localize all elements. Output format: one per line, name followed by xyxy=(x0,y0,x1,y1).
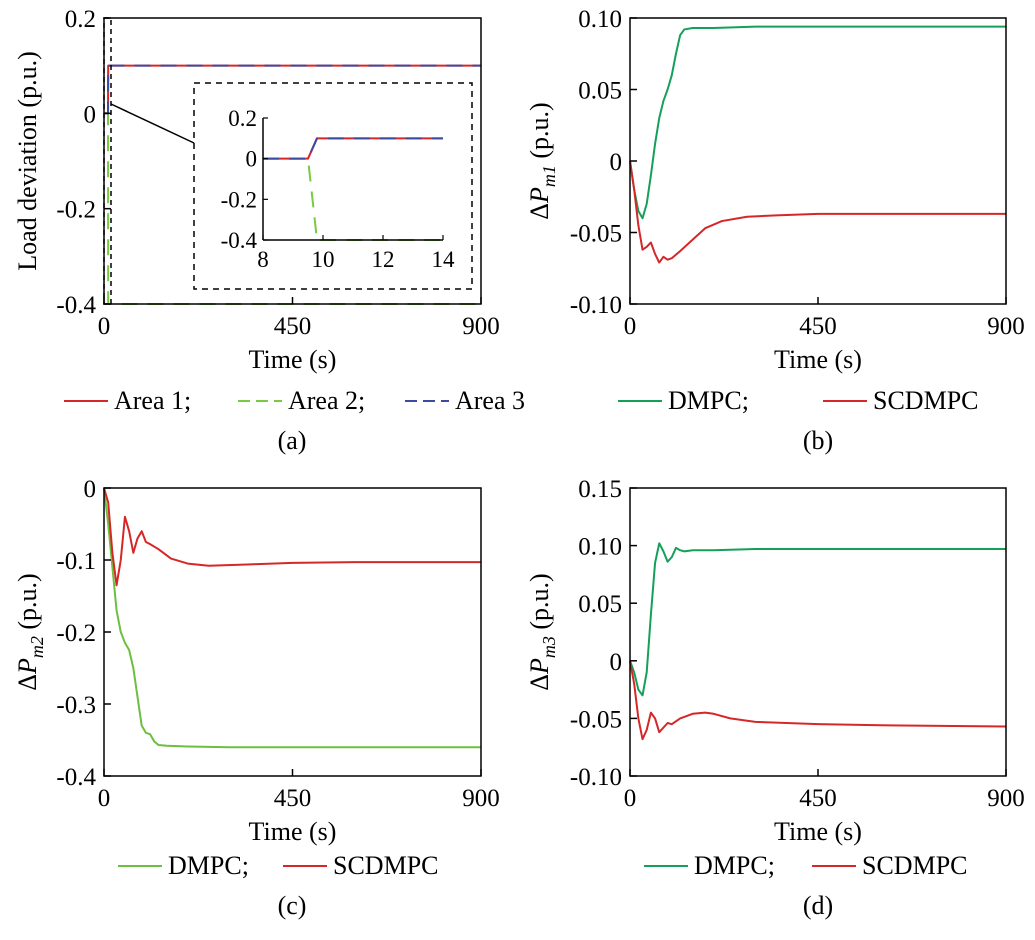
panel-y-tick-label: 0.10 xyxy=(578,6,622,33)
panel-plot-frame xyxy=(629,487,1007,777)
inset-y-tick-label: 0.2 xyxy=(228,106,257,131)
x-axis-label: Time (s) xyxy=(249,345,337,374)
panel-y-tick-label: -0.1 xyxy=(56,548,96,575)
y-axis-label: ΔPm1 (p.u.) xyxy=(525,102,559,219)
y-axis-label-p: P xyxy=(525,187,554,204)
legend-label-1: SCDMPC xyxy=(873,386,979,415)
y-axis-label-prefix: ΔP xyxy=(525,658,554,691)
panel-y-tick-label: 0.10 xyxy=(578,534,622,561)
panel-x-tick-label: 900 xyxy=(987,313,1025,340)
inset-y-tick-label: -0.2 xyxy=(221,187,257,212)
panel-series-line-0 xyxy=(629,25,1006,220)
y-axis-label-subscript: m3 xyxy=(539,636,559,658)
y-axis-label-subscript: m1 xyxy=(539,165,559,187)
panel-caption: (a) xyxy=(278,426,307,455)
panel-y-tick-label: 0 xyxy=(84,101,97,128)
x-axis-label: Time (s) xyxy=(774,817,862,846)
panel-caption: (d) xyxy=(803,891,833,920)
panel-y-tick-label: -0.4 xyxy=(56,764,96,791)
panel-plot-frame xyxy=(629,17,1007,305)
panel-y-tick-label: -0.3 xyxy=(56,692,96,719)
panel-x-tick-label: 900 xyxy=(987,785,1025,812)
panel-series-line-1 xyxy=(629,660,1007,741)
panel-series-line-0 xyxy=(629,542,1006,697)
legend-label-0: DMPC; xyxy=(694,851,775,880)
y-axis-label-suffix: (p.u.) xyxy=(525,573,554,636)
inset-x-tick-label: 10 xyxy=(312,247,335,272)
legend-label-1: SCDMPC xyxy=(333,851,439,880)
panel-series-line-0 xyxy=(103,487,481,749)
inset-y-tick-label: -0.4 xyxy=(221,228,258,253)
inset-x-tick-label: 12 xyxy=(372,247,395,272)
panel-y-tick-label: -0.2 xyxy=(56,197,96,224)
panel-x-tick-label: 900 xyxy=(462,785,500,812)
panel-y-tick-label: 0 xyxy=(610,649,623,676)
y-axis-label-prefix: ΔP xyxy=(525,187,554,220)
y-axis-label-suffix: (p.u.) xyxy=(525,102,554,165)
panel-plot-frame xyxy=(103,487,482,777)
panel-c-chart: 0 450 900 -0.4 -0.3 -0.2 -0.1 0 Time (s) ΔPm2 (p.… xyxy=(13,476,500,920)
legend-label-1: Area 2; xyxy=(288,386,365,415)
inset-x-tick-label: 14 xyxy=(432,247,456,272)
y-axis-label: Load deviation (p.u.) xyxy=(13,51,42,271)
panel-y-tick-label: 0.2 xyxy=(65,6,96,33)
panel-caption: (b) xyxy=(803,426,833,455)
panel-y-tick-label: -0.4 xyxy=(56,292,96,319)
panel-x-tick-label: 0 xyxy=(98,785,111,812)
panel-y-tick-label: 0.05 xyxy=(578,591,622,618)
y-axis-label-delta: Δ xyxy=(525,674,554,691)
panel-y-tick-label: -0.10 xyxy=(570,292,622,319)
panel-x-tick-label: 0 xyxy=(624,785,637,812)
legend-label-0: Area 1; xyxy=(114,386,191,415)
panel-y-tick-label: -0.2 xyxy=(56,620,96,647)
panel-y-tick-label: -0.05 xyxy=(570,221,622,248)
y-axis-label: ΔPm2 (p.u.) xyxy=(13,573,47,690)
y-axis-label-suffix: (p.u.) xyxy=(13,573,42,636)
panel-y-tick-label: 0.05 xyxy=(578,78,622,105)
panel-d-chart: 0 450 900 -0.10 -0.05 0 0.05 0.10 0.15 Time (s) ΔP… xyxy=(525,476,1025,920)
legend-label-1: SCDMPC xyxy=(862,851,968,880)
panel-series-line-1 xyxy=(103,487,481,587)
y-axis-label-subscript: m2 xyxy=(27,636,47,658)
panel-b-chart: 0 450 900 -0.10 -0.05 0 0.05 0.10 Time (s) ΔPm1 (… xyxy=(525,6,1025,455)
legend-label-0: DMPC; xyxy=(668,386,749,415)
inset-x-tick-label: 8 xyxy=(257,247,269,272)
x-axis-label: Time (s) xyxy=(774,345,862,374)
panel-a-chart: 0 450 900 -0.4 -0.2 0 0.2 Time (s) Load deviatio… xyxy=(13,6,525,455)
panel-x-tick-label: 0 xyxy=(98,313,111,340)
panel-x-tick-label: 450 xyxy=(799,313,837,340)
inset-dashed-box xyxy=(193,82,473,290)
panel-y-tick-label: -0.10 xyxy=(570,764,622,791)
panel-y-tick-label: -0.05 xyxy=(570,706,622,733)
zoom-connector-line xyxy=(110,103,195,144)
panel-x-tick-label: 0 xyxy=(624,313,637,340)
y-axis-label-p: P xyxy=(525,658,554,675)
panel-x-tick-label: 450 xyxy=(274,313,312,340)
x-axis-label: Time (s) xyxy=(249,817,337,846)
legend-label-0: DMPC; xyxy=(168,851,249,880)
y-axis-label: ΔPm3 (p.u.) xyxy=(525,573,559,690)
zoom-region-marker xyxy=(103,17,112,305)
inset-series-line-2 xyxy=(263,137,443,160)
panel-y-tick-label: 0 xyxy=(84,476,97,503)
y-axis-label-delta: Δ xyxy=(13,674,42,691)
panel-x-tick-label: 900 xyxy=(462,313,500,340)
panel-series-line-1 xyxy=(629,160,1006,264)
panel-x-tick-label: 450 xyxy=(274,785,312,812)
panel-x-tick-label: 450 xyxy=(799,785,837,812)
panel-y-tick-label: 0 xyxy=(610,149,623,176)
y-axis-label-p: P xyxy=(13,658,42,675)
panel-caption: (c) xyxy=(278,891,307,920)
y-axis-label-prefix: ΔP xyxy=(13,658,42,691)
inset-y-tick-label: 0 xyxy=(246,147,258,172)
panel-y-tick-label: 0.15 xyxy=(578,476,622,503)
legend-label-2: Area 3 xyxy=(455,386,525,415)
y-axis-label-delta: Δ xyxy=(525,203,554,220)
